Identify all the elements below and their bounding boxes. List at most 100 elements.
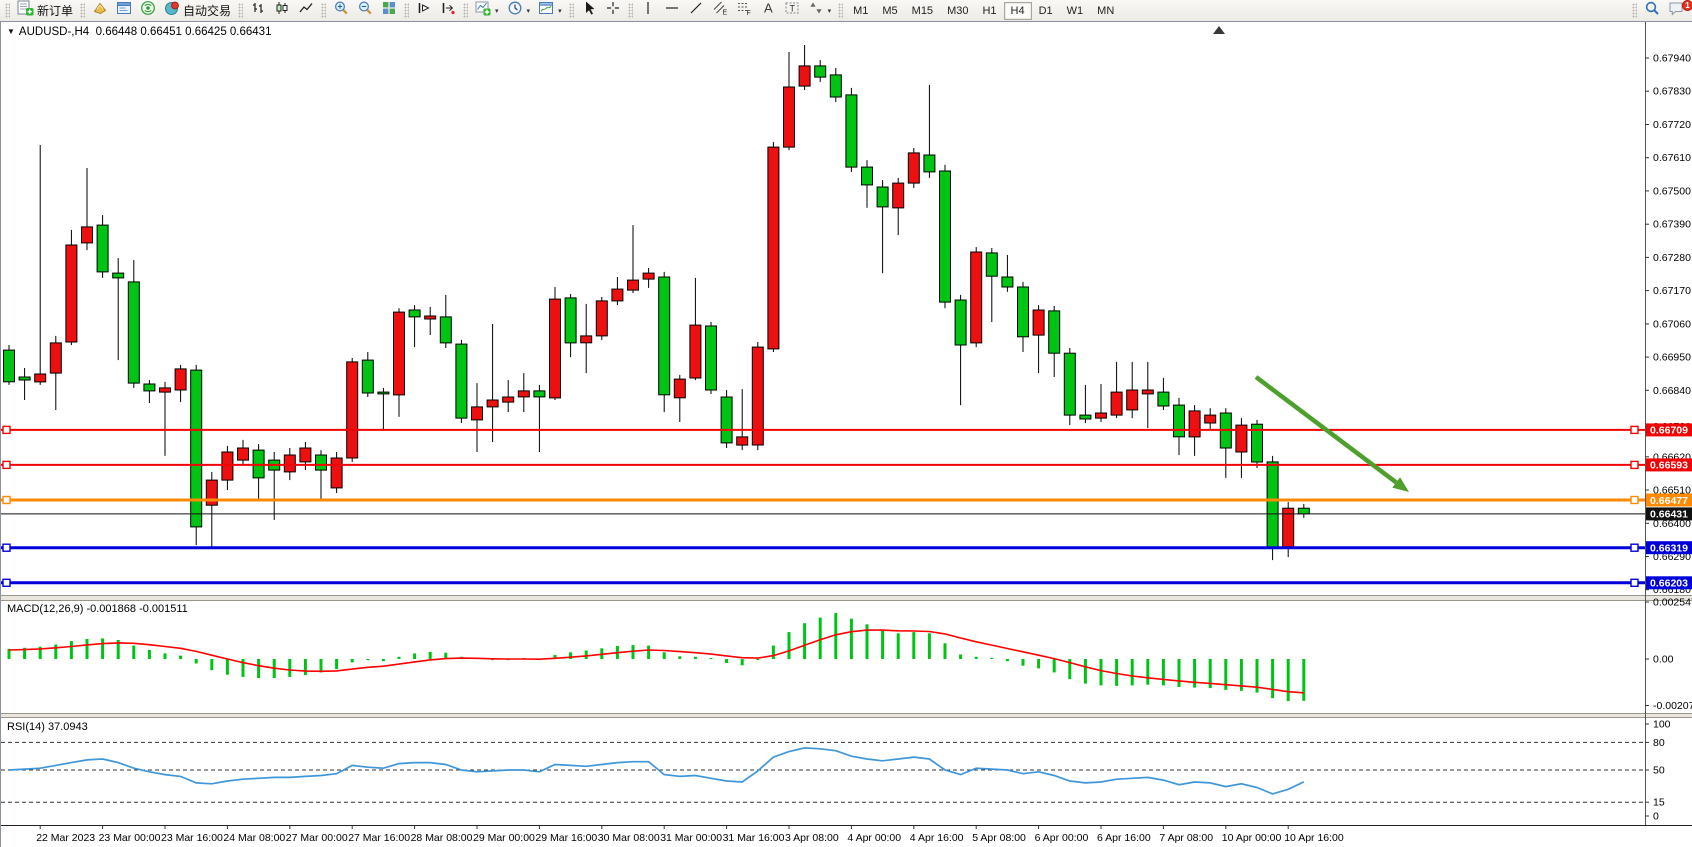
svg-text:0.67390: 0.67390 — [1653, 219, 1691, 231]
line-handle[interactable] — [2, 495, 11, 505]
line-handle[interactable] — [2, 425, 11, 435]
chevron-down-icon[interactable]: ▾ — [495, 7, 499, 15]
auto-scroll-button[interactable] — [412, 1, 436, 21]
text-button[interactable]: A — [756, 1, 780, 21]
price-tag — [1646, 576, 1692, 590]
svg-text:T: T — [789, 4, 795, 14]
strategy-tester-button[interactable] — [136, 1, 160, 21]
toolbar-gripper — [1632, 3, 1637, 18]
chart-window: 0.67940 0.67830 0.67720 0.67610 0.67500 0.673… — [0, 22, 1692, 847]
cursor-button[interactable] — [577, 1, 601, 21]
line-handle[interactable] — [1630, 578, 1639, 587]
zoom-in-button[interactable] — [329, 1, 353, 21]
timeframe-h4[interactable]: H4 — [1003, 1, 1032, 20]
periods-button[interactable]: ▾ — [503, 1, 535, 21]
vertical-line-button[interactable] — [636, 1, 660, 21]
terminal-button[interactable] — [112, 1, 136, 21]
charts-profile-button[interactable] — [88, 1, 112, 21]
svg-text:7 Apr 08:00: 7 Apr 08:00 — [1159, 832, 1213, 844]
svg-text:3 Apr 08:00: 3 Apr 08:00 — [785, 832, 839, 844]
svg-text:0.00: 0.00 — [1653, 654, 1674, 666]
svg-text:0: 0 — [1653, 811, 1659, 823]
candle-chart-icon — [274, 0, 290, 21]
svg-text:100: 100 — [1653, 719, 1671, 731]
svg-text:0.67500: 0.67500 — [1653, 185, 1691, 197]
timeframe-m1[interactable]: M1 — [853, 4, 869, 17]
vline-icon — [640, 0, 656, 21]
fibonacci-button[interactable]: F — [732, 1, 756, 21]
symbol-label: AUDUSD-,H4 — [18, 26, 90, 38]
svg-text:4 Apr 00:00: 4 Apr 00:00 — [847, 832, 901, 844]
svg-text:15: 15 — [1653, 797, 1665, 809]
line-chart-button[interactable] — [294, 1, 318, 21]
clock-icon — [507, 0, 523, 21]
svg-text:0.66319: 0.66319 — [1650, 543, 1688, 555]
indicators-button[interactable]: ▾ — [471, 1, 503, 21]
axes-layer: 0.67940 0.67830 0.67720 0.67610 0.67500 0.673… — [1, 22, 1692, 844]
svg-text:0.66477: 0.66477 — [1650, 495, 1688, 507]
notification-badge: 1 — [1682, 0, 1692, 11]
line-handle[interactable] — [2, 578, 11, 587]
chart-shift-button[interactable] — [436, 1, 460, 21]
line-handle[interactable] — [2, 543, 11, 552]
svg-text:31 Mar 00:00: 31 Mar 00:00 — [660, 832, 722, 844]
hline-0.66709[interactable]: 0.66709 — [1, 423, 1692, 437]
tile-windows-button[interactable] — [377, 1, 401, 21]
svg-text:0.67720: 0.67720 — [1653, 119, 1691, 131]
svg-text:0.66709: 0.66709 — [1650, 425, 1688, 437]
svg-text:5 Apr 08:00: 5 Apr 08:00 — [972, 832, 1026, 844]
horizontal-line-button[interactable] — [660, 1, 684, 21]
auto-trading-label: 自动交易 — [183, 4, 232, 18]
auto-trading-button[interactable]: 自动交易 — [160, 1, 235, 21]
timeframe-h1[interactable]: H1 — [982, 4, 997, 17]
equidistant-channel-button[interactable]: E — [708, 1, 732, 21]
templates-button[interactable]: ▾ — [534, 1, 566, 21]
toolbar-gripper — [463, 3, 469, 18]
chevron-down-icon[interactable]: ▾ — [827, 7, 832, 15]
line-handle[interactable] — [1630, 543, 1639, 552]
arrows-button[interactable]: ▾ — [804, 1, 836, 21]
text-label-button[interactable]: T — [780, 1, 804, 21]
svg-text:24 Mar 08:00: 24 Mar 08:00 — [223, 832, 285, 844]
candlestick-chart-button[interactable] — [270, 1, 294, 21]
bar-chart-button[interactable] — [246, 1, 270, 21]
bar-chart-icon — [250, 0, 266, 21]
line-handle[interactable] — [1630, 425, 1639, 435]
chevron-down-icon[interactable]: ▾ — [558, 7, 562, 15]
timeframe-m30[interactable]: M30 — [947, 4, 969, 17]
crosshair-button[interactable] — [601, 1, 625, 21]
svg-text:-0.002079: -0.002079 — [1653, 700, 1692, 712]
chart-canvas[interactable]: 0.67940 0.67830 0.67720 0.67610 0.67500 0.673… — [1, 22, 1692, 847]
svg-text:50: 50 — [1653, 765, 1665, 777]
horizontal-lines-layer[interactable]: 0.66709 0.66593 0.66477 0.66431 0.66319 0.662… — [1, 423, 1692, 590]
notifications-button[interactable]: 1 — [1664, 0, 1692, 21]
hline-0.66203[interactable]: 0.66203 — [1, 576, 1692, 590]
trend-arrow[interactable] — [1254, 375, 1409, 492]
line-handle[interactable] — [2, 460, 11, 470]
search-button[interactable] — [1640, 1, 1664, 21]
new-order-button[interactable]: 新订单 — [13, 0, 77, 21]
trendline-button[interactable] — [684, 1, 708, 21]
hline-0.66431[interactable]: 0.66431 — [1, 507, 1692, 521]
hline-0.66319[interactable]: 0.66319 — [1, 541, 1692, 555]
timeframe-w1[interactable]: W1 — [1066, 4, 1084, 17]
hline-0.66477[interactable]: 0.66477 — [1, 493, 1692, 507]
zoom-out-button[interactable] — [353, 1, 377, 21]
svg-text:0.67610: 0.67610 — [1653, 152, 1691, 164]
timeframe-m15[interactable]: M15 — [911, 4, 934, 17]
chevron-down-icon[interactable]: ▾ — [526, 7, 531, 15]
toolbar-gripper — [404, 3, 410, 18]
timeframe-d1[interactable]: D1 — [1038, 4, 1053, 17]
svg-text:31 Mar 16:00: 31 Mar 16:00 — [723, 832, 785, 844]
chart-menu-triangle-icon[interactable]: ▼ — [7, 27, 15, 36]
timeframe-mn[interactable]: MN — [1097, 4, 1115, 17]
svg-text:29 Mar 00:00: 29 Mar 00:00 — [473, 832, 535, 844]
svg-text:28 Mar 08:00: 28 Mar 08:00 — [411, 832, 473, 844]
terminal-icon — [116, 0, 132, 21]
timeframe-m5[interactable]: M5 — [882, 4, 898, 17]
line-handle[interactable] — [1630, 460, 1639, 470]
line-handle[interactable] — [1630, 495, 1639, 505]
svg-text:0.67830: 0.67830 — [1653, 86, 1691, 98]
svg-text:A: A — [764, 1, 773, 16]
svg-text:22 Mar 2023: 22 Mar 2023 — [36, 832, 95, 844]
